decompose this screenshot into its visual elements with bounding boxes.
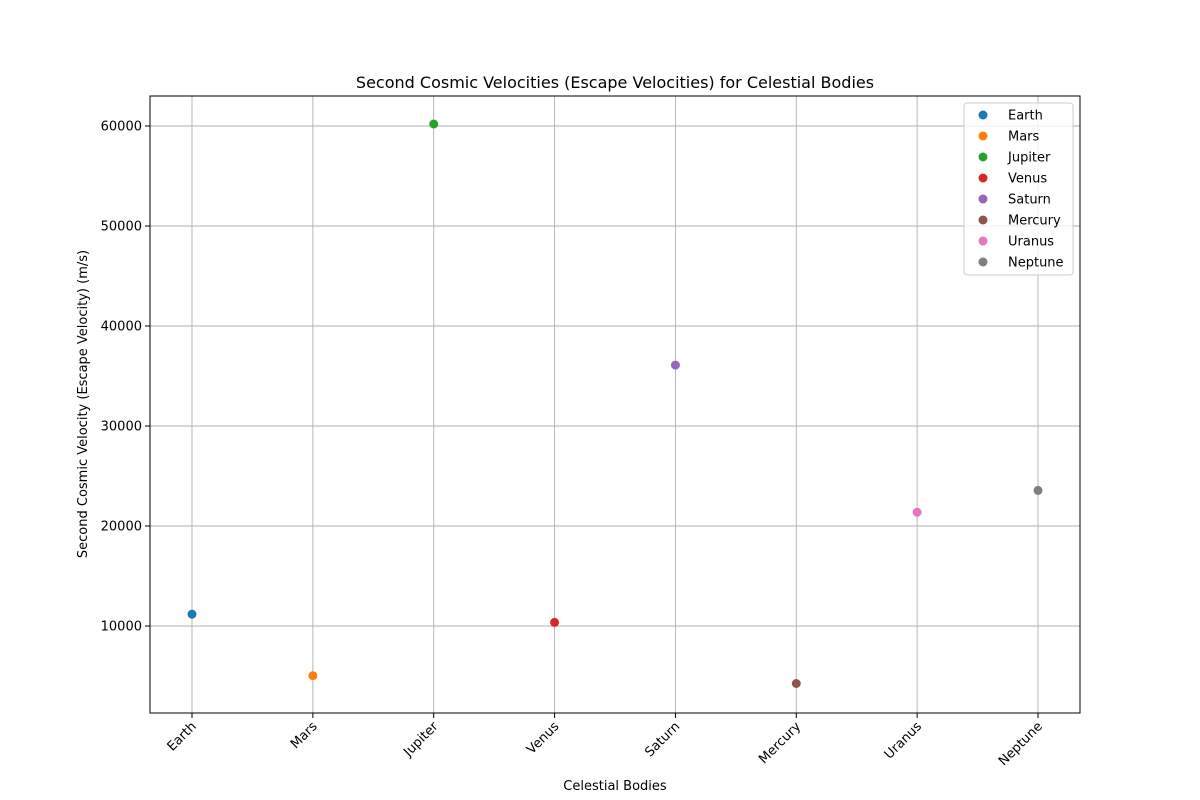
legend-label: Saturn bbox=[1008, 193, 1051, 208]
data-point-mars bbox=[308, 671, 318, 681]
legend-label: Uranus bbox=[1008, 235, 1054, 250]
data-point-venus bbox=[550, 617, 560, 627]
legend-label: Jupiter bbox=[1007, 151, 1051, 166]
plot-frame bbox=[149, 95, 1081, 714]
data-point-earth bbox=[187, 609, 197, 619]
x-axis-ticks: Earth Mars Jupiter Venus Saturn Mercury Uranus… bbox=[165, 713, 1046, 769]
legend-marker-uranus bbox=[978, 236, 988, 246]
x-tick-label: Neptune bbox=[996, 719, 1046, 769]
legend-marker-mars bbox=[978, 131, 988, 141]
data-point-neptune bbox=[1033, 485, 1043, 495]
x-tick-label: Earth bbox=[165, 719, 200, 754]
y-tick-label: 50000 bbox=[101, 220, 142, 235]
y-tick-label: 60000 bbox=[101, 120, 142, 135]
data-points bbox=[187, 119, 1043, 688]
y-axis-label: Second Cosmic Velocity (Escape Velocity)… bbox=[76, 250, 91, 558]
legend-label: Earth bbox=[1008, 109, 1043, 124]
legend-marker-saturn bbox=[978, 194, 988, 204]
legend: Earth Mars Jupiter Venus Saturn Mercury Uranus… bbox=[963, 102, 1074, 276]
legend-box bbox=[963, 102, 1074, 276]
legend-label: Venus bbox=[1008, 172, 1047, 187]
x-tick-label: Mars bbox=[288, 719, 321, 752]
x-tick-label: Uranus bbox=[882, 719, 925, 762]
data-point-uranus bbox=[912, 507, 922, 517]
legend-marker-jupiter bbox=[978, 152, 988, 162]
legend-label: Mercury bbox=[1008, 214, 1061, 229]
y-axis-ticks: 10000 20000 30000 40000 50000 60000 bbox=[101, 120, 150, 635]
legend-label: Mars bbox=[1008, 130, 1040, 145]
x-axis-label: Celestial Bodies bbox=[563, 779, 667, 794]
x-tick-label: Mercury bbox=[756, 719, 804, 767]
y-tick-label: 10000 bbox=[101, 620, 142, 635]
legend-label: Neptune bbox=[1008, 256, 1064, 271]
legend-marker-earth bbox=[978, 110, 988, 120]
data-point-jupiter bbox=[429, 119, 439, 129]
legend-marker-neptune bbox=[978, 257, 988, 267]
data-point-mercury bbox=[791, 679, 801, 688]
x-tick-label: Jupiter bbox=[400, 719, 442, 761]
legend-marker-venus bbox=[978, 173, 988, 183]
data-point-saturn bbox=[670, 360, 680, 370]
y-tick-label: 30000 bbox=[101, 420, 142, 435]
grid bbox=[150, 96, 1080, 713]
y-tick-label: 40000 bbox=[101, 320, 142, 335]
y-tick-label: 20000 bbox=[101, 520, 142, 535]
chart-title: Second Cosmic Velocities (Escape Velocit… bbox=[356, 73, 874, 92]
x-tick-label: Saturn bbox=[642, 719, 683, 760]
x-tick-label: Venus bbox=[524, 719, 562, 757]
legend-marker-mercury bbox=[978, 215, 988, 225]
